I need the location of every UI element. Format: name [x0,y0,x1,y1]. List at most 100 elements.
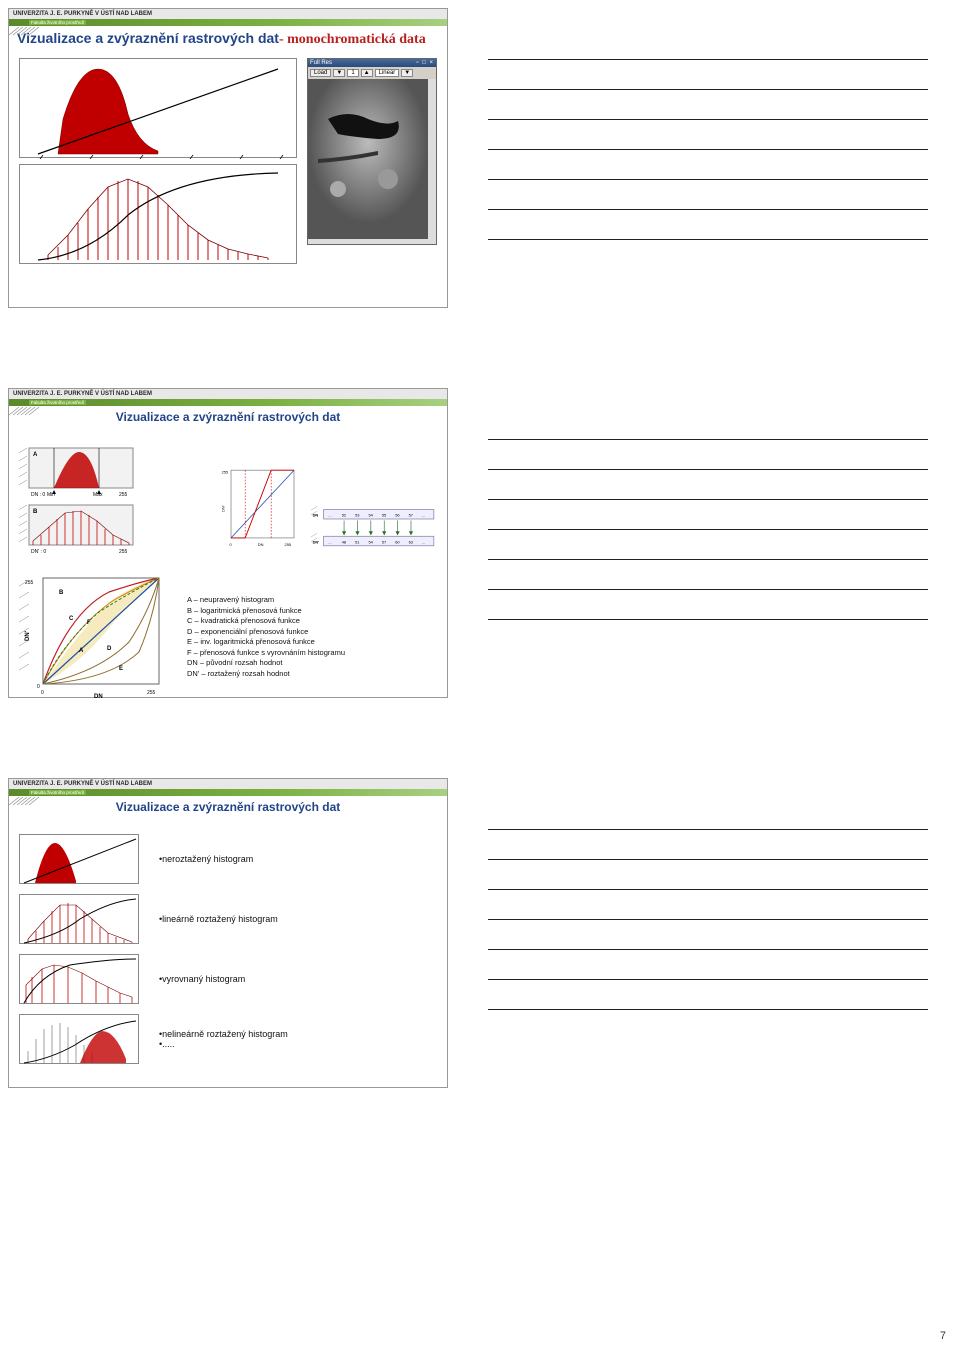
svg-text:255: 255 [25,580,34,586]
legend-item: DN – původní rozsah hodnot [187,658,345,669]
slide-1-left [19,58,297,264]
svg-text:57: 57 [382,539,386,544]
note-line [488,418,928,440]
svg-text:0: 0 [37,684,40,690]
note-line [488,958,928,980]
svg-text:255: 255 [147,690,156,696]
hist-unstreched [19,834,139,884]
slide-2-body: A Min Max DN : 0 255 [9,428,447,716]
svg-text:DN': DN' [221,505,226,512]
band-number[interactable]: 1 [347,69,358,77]
svg-text:B: B [59,590,64,596]
histogram-top [19,58,297,158]
slide-3-header: UNIVERZITA J. E. PURKYNĚ V ÚSTÍ NAD LABE… [9,779,447,789]
legend-item: B – logaritmická přenosová funkce [187,606,345,617]
transfer-plot: 255 DN' 0 DN 255 [220,456,299,560]
stretch-mode[interactable]: Linear [375,69,400,77]
note-line [488,568,928,590]
dropdown2-icon[interactable]: ▼ [401,69,413,77]
page-number: 7 [940,1330,946,1342]
green-bar-3: Fakulta životního prostředí [9,789,447,796]
green-bar-2: Fakulta životního prostředí [9,399,447,406]
hist-ab-group: A Min Max DN : 0 255 [19,446,208,560]
note-line [488,838,928,860]
legend-item: F – přenosová funkce s vyrovnáním histog… [187,648,345,659]
svg-text:...: ... [328,513,331,518]
s3-label-3: •vyrovnaný histogram [159,974,245,984]
s3-row-3: •vyrovnaný histogram [19,954,437,1004]
slide-2: UNIVERZITA J. E. PURKYNĚ V ÚSTÍ NAD LABE… [8,388,448,698]
svg-text:...: ... [422,513,425,518]
legend-item: DN' – roztažený rozsah hodnot [187,669,345,680]
svg-text:DN': DN' [25,630,31,641]
row-3: UNIVERZITA J. E. PURKYNĚ V ÚSTÍ NAD LABE… [8,778,952,1088]
hist-a: A Min Max DN : 0 255 [19,446,137,498]
slide-1-title: Vizualizace a zvýraznění rastrových dat-… [9,26,447,52]
software-window: Full Res ▫ □ × Load ▼ 1 ▲ Linear ▼ [307,58,437,245]
slide-1-body: Full Res ▫ □ × Load ▼ 1 ▲ Linear ▼ [9,52,447,278]
svg-text:DN : 0: DN : 0 [31,492,45,498]
svg-text:255: 255 [222,469,229,474]
slide-1-title-b: - monochromatická data [279,32,426,47]
legend-item: D – exponenciální přenosová funkce [187,627,345,638]
svg-text:0: 0 [230,542,233,547]
legend-item: A – neupravený histogram [187,595,345,606]
slide-2-header: UNIVERZITA J. E. PURKYNĚ V ÚSTÍ NAD LABE… [9,389,447,399]
note-line [488,478,928,500]
svg-text:E: E [119,666,123,672]
s3-label-2: •lineárně roztažený histogram [159,914,278,924]
note-line [488,68,928,90]
up-icon[interactable]: ▲ [361,69,373,77]
slide-2-bottom: B C F A D E 255 DN' 0 0 DN 255 A – neupr… [19,572,437,702]
svg-text:255: 255 [119,549,128,555]
university-label-3: UNIVERZITA J. E. PURKYNĚ V ÚSTÍ NAD LABE… [13,781,443,787]
notes-3 [488,778,928,1018]
dropdown-icon[interactable]: ▼ [333,69,345,77]
university-label: UNIVERZITA J. E. PURKYNĚ V ÚSTÍ NAD LABE… [13,11,443,17]
notes-2 [488,388,928,628]
note-line [488,98,928,120]
svg-text:B: B [33,509,38,515]
svg-text:D: D [107,646,112,652]
window-controls[interactable]: ▫ □ × [416,60,434,66]
histogram-bottom [19,164,297,264]
window-toolbar: Load ▼ 1 ▲ Linear ▼ [308,67,436,79]
s3-label-1: •neroztažený histogram [159,854,253,864]
svg-text:57: 57 [409,513,413,518]
note-line [488,448,928,470]
s3-row-4: •nelineárně roztažený histogram •..... [19,1014,437,1064]
row-2: UNIVERZITA J. E. PURKYNĚ V ÚSTÍ NAD LABE… [8,388,952,698]
hist-linear [19,894,139,944]
slide-1-header: UNIVERZITA J. E. PURKYNĚ V ÚSTÍ NAD LABE… [9,9,447,19]
svg-text:F: F [87,620,91,626]
notes-1 [488,8,928,248]
svg-text:DN' : 0: DN' : 0 [31,549,46,555]
green-bar-1: Fakulta životního prostředí [9,19,447,26]
diag-decoration-1 [7,25,47,37]
svg-text:Min: Min [47,492,55,498]
diag-decoration-3 [7,795,47,807]
svg-text:...: ... [422,539,425,544]
transfer-functions-chart: B C F A D E 255 DN' 0 0 DN 255 [19,572,169,702]
svg-text:255: 255 [285,542,292,547]
note-line [488,598,928,620]
slide-1-right: Full Res ▫ □ × Load ▼ 1 ▲ Linear ▼ [307,58,437,264]
s3-label-4: •nelineárně roztažený histogram •..... [159,1029,288,1049]
hist-b: B DN' : 0 255 [19,503,137,555]
hist-nonlinear [19,1014,139,1064]
svg-text:255: 255 [119,492,128,498]
window-titlebar: Full Res ▫ □ × [308,59,436,67]
load-button[interactable]: Load [310,69,331,77]
svg-text:DN: DN [94,694,103,700]
svg-text:0: 0 [41,690,44,696]
transfer-legend: A – neupravený histogram B – logaritmick… [187,595,345,679]
svg-text:C: C [69,616,74,622]
legend-item: E – inv. logaritmická přenosová funkce [187,637,345,648]
slide-3: UNIVERZITA J. E. PURKYNĚ V ÚSTÍ NAD LABE… [8,778,448,1088]
university-label-2: UNIVERZITA J. E. PURKYNĚ V ÚSTÍ NAD LABE… [13,391,443,397]
hist-equalized [19,954,139,1004]
svg-text:DN: DN [258,542,264,547]
svg-text:Max: Max [93,492,103,498]
note-line [488,218,928,240]
svg-text:A: A [33,452,38,458]
